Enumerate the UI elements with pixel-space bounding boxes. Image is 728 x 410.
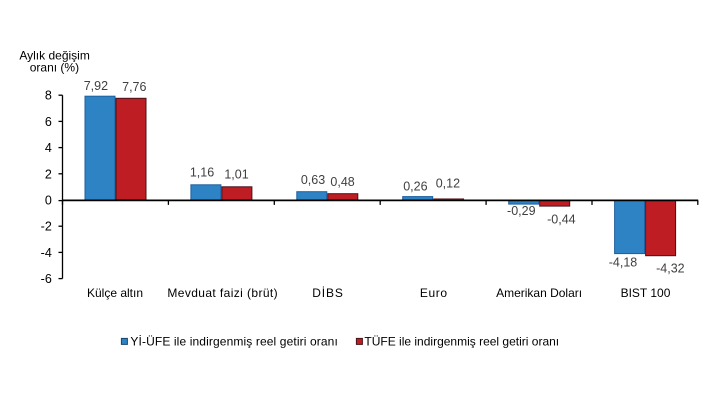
svg-text:-4: -4 xyxy=(41,246,52,260)
svg-text:1,01: 1,01 xyxy=(224,168,248,182)
svg-text:Külçe altın: Külçe altın xyxy=(87,286,143,300)
svg-text:8: 8 xyxy=(45,89,52,103)
svg-text:-4,18: -4,18 xyxy=(609,256,638,270)
svg-text:0,12: 0,12 xyxy=(436,177,460,191)
svg-text:-0,44: -0,44 xyxy=(547,213,576,227)
svg-text:-6: -6 xyxy=(41,272,52,286)
svg-text:oranı (%): oranı (%) xyxy=(30,61,79,75)
svg-text:7,76: 7,76 xyxy=(122,80,146,94)
svg-text:Aylık değişim: Aylık değişim xyxy=(19,49,89,63)
svg-text:2: 2 xyxy=(45,167,52,181)
svg-text:0: 0 xyxy=(45,193,52,207)
svg-text:TÜFE ile indirgenmiş reel geti: TÜFE ile indirgenmiş reel getiri oranı xyxy=(364,334,559,348)
svg-text:0,63: 0,63 xyxy=(301,173,325,187)
svg-text:DİBS: DİBS xyxy=(312,286,344,300)
svg-text:6: 6 xyxy=(45,115,52,129)
svg-text:4: 4 xyxy=(45,141,52,155)
svg-text:7,92: 7,92 xyxy=(84,79,108,93)
svg-text:Yİ-ÜFE ile indirgenmiş reel ge: Yİ-ÜFE ile indirgenmiş reel getiri oranı xyxy=(130,334,338,348)
svg-text:0,48: 0,48 xyxy=(330,175,354,189)
svg-text:BIST 100: BIST 100 xyxy=(621,286,671,300)
svg-text:-0,29: -0,29 xyxy=(507,204,536,218)
svg-text:0,26: 0,26 xyxy=(403,180,427,194)
svg-text:Amerikan Doları: Amerikan Doları xyxy=(496,286,582,300)
svg-text:-2: -2 xyxy=(41,220,52,234)
svg-text:Mevduat faizi (brüt): Mevduat faizi (brüt) xyxy=(167,286,278,300)
svg-text:-4,32: -4,32 xyxy=(656,262,685,276)
svg-text:Euro: Euro xyxy=(420,286,448,300)
svg-text:1,16: 1,16 xyxy=(190,166,214,180)
